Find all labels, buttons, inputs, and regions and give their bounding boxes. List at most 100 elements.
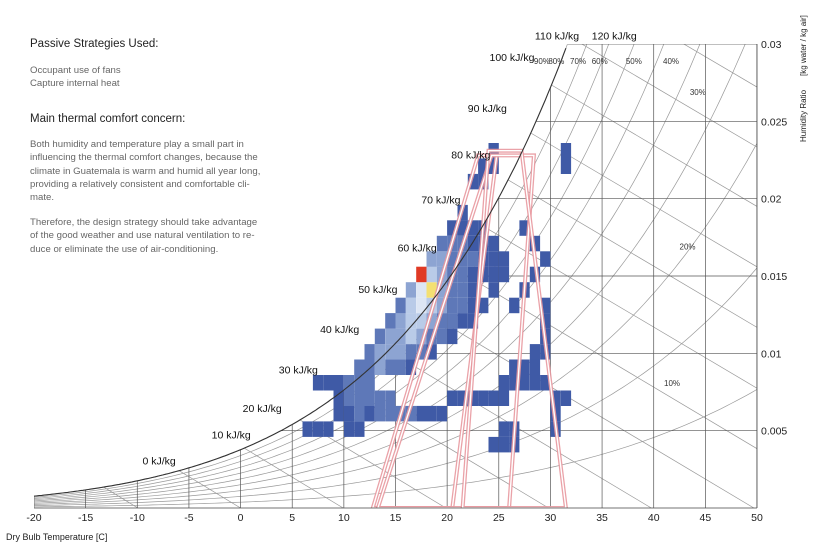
heatmap-cell xyxy=(354,359,365,375)
enthalpy-line xyxy=(178,470,241,508)
heatmap-cell xyxy=(498,390,510,406)
heatmap-cell xyxy=(385,390,396,406)
heatmap-cell xyxy=(436,251,448,267)
heatmap-cell xyxy=(405,282,417,298)
heatmap-cell xyxy=(467,282,479,298)
heatmap-cell xyxy=(447,297,458,314)
heatmap-cell xyxy=(405,405,417,422)
heatmap-cell xyxy=(374,328,386,345)
rh-label: 50% xyxy=(626,57,642,66)
strategy-item: Occupant use of fans xyxy=(30,65,121,76)
axes xyxy=(34,44,758,509)
enthalpy-label: 100 kJ/kg xyxy=(489,52,534,64)
heatmap-cell xyxy=(540,297,551,314)
heatmap-cell xyxy=(426,405,437,422)
enthalpy-line xyxy=(423,310,755,508)
x-tick-label: 5 xyxy=(289,512,295,524)
heatmap-cell xyxy=(343,421,355,437)
heatmap-cell xyxy=(498,251,510,267)
enthalpy-label: 50 kJ/kg xyxy=(358,284,397,296)
heatmap-cell xyxy=(457,266,468,283)
saturation-curve xyxy=(33,48,567,497)
enthalpy-line xyxy=(581,44,757,148)
heatmap-cell xyxy=(478,158,489,174)
enthalpy-line xyxy=(482,225,757,389)
strategy-line: Therefore, the design strategy should ta… xyxy=(30,216,258,228)
heatmap-cell xyxy=(426,266,437,283)
heatmap-cell xyxy=(416,282,427,298)
heatmap-cell xyxy=(395,359,406,375)
heatmap-cell xyxy=(416,313,427,329)
y-tick-label: 0.025 xyxy=(761,116,787,128)
heatmap-cell xyxy=(447,251,458,267)
x-tick-label: 15 xyxy=(390,512,402,524)
heatmap-cell xyxy=(436,282,448,298)
concern-line: Both humidity and temperature play a sma… xyxy=(30,138,244,150)
heatmap-cell xyxy=(343,375,355,391)
heatmap-cell xyxy=(323,375,334,391)
heatmap-cell xyxy=(436,405,448,422)
heatmap-cell xyxy=(467,266,479,283)
info-panel: Passive Strategies Used: Occupant use of… xyxy=(30,38,330,256)
heatmap-cell xyxy=(426,282,437,298)
rh-label: 70% xyxy=(570,57,586,66)
heatmap-cell xyxy=(509,359,520,375)
comfort-zone-inner xyxy=(377,154,535,508)
heatmap-cell xyxy=(509,297,520,314)
rh-label: 90% xyxy=(534,57,550,66)
heatmap-cell xyxy=(457,220,468,236)
concern-line: climate in Guatemala is warm and humid a… xyxy=(30,165,261,177)
heatmap-cell xyxy=(457,313,468,329)
heatmap-cell xyxy=(416,297,427,314)
heatmap-cell xyxy=(457,390,468,406)
heatmap-cell xyxy=(540,251,551,267)
comfort-zones xyxy=(370,148,568,508)
rh-label: 80% xyxy=(548,57,564,66)
heatmap-cell xyxy=(457,282,468,298)
heatmap-cell xyxy=(467,297,479,314)
enthalpy-label: 20 kJ/kg xyxy=(243,403,282,415)
enthalpy-label: 0 kJ/kg xyxy=(142,456,175,468)
enthalpy-label: 80 kJ/kg xyxy=(451,149,490,161)
heatmap-cell xyxy=(426,313,437,329)
heatmap-cell xyxy=(467,390,479,406)
heatmap-cell xyxy=(354,405,365,422)
strategies-heading: Passive Strategies Used: xyxy=(30,38,159,50)
heatmap-cell xyxy=(519,375,530,391)
heatmap-cell xyxy=(385,328,396,345)
heatmap-cell xyxy=(364,375,375,391)
heatmap-cell xyxy=(447,328,458,345)
enthalpy-line xyxy=(244,447,344,508)
heatmap-cell xyxy=(333,375,344,391)
heatmap-cell xyxy=(364,359,375,375)
heatmap-cell xyxy=(426,344,437,360)
heatmap-cell xyxy=(333,405,344,422)
heatmap-cell xyxy=(467,251,479,267)
heatmap-cell xyxy=(364,390,375,406)
heatmap-cell xyxy=(395,344,406,360)
rh-label: 40% xyxy=(663,57,679,66)
x-tick-label: 30 xyxy=(545,512,557,524)
heatmap-cell xyxy=(447,390,458,406)
enthalpy-line xyxy=(683,44,757,88)
heatmap-cell xyxy=(395,313,406,329)
heatmap-cell xyxy=(405,328,417,345)
heatmap-cell xyxy=(364,405,375,422)
heatmap-cell xyxy=(560,390,572,406)
heatmap-cell xyxy=(405,359,417,375)
heatmap-cell xyxy=(323,421,334,437)
heatmap-cell xyxy=(436,313,448,329)
heatmap-cell xyxy=(509,375,520,391)
x-tick-label: 25 xyxy=(493,512,505,524)
heatmap-cell xyxy=(385,344,396,360)
x-tick-label: 35 xyxy=(596,512,608,524)
heatmap-cell xyxy=(426,251,437,267)
enthalpy-label: 10 kJ/kg xyxy=(212,429,251,441)
heatmap-cell xyxy=(447,220,458,236)
heatmap-cell xyxy=(560,143,572,159)
heatmap-cell xyxy=(488,251,499,267)
strategy-line: of the good weather and use natural vent… xyxy=(30,230,255,242)
heatmap-cell xyxy=(416,405,427,422)
enthalpy-label: 110 kJ/kg xyxy=(535,30,579,42)
